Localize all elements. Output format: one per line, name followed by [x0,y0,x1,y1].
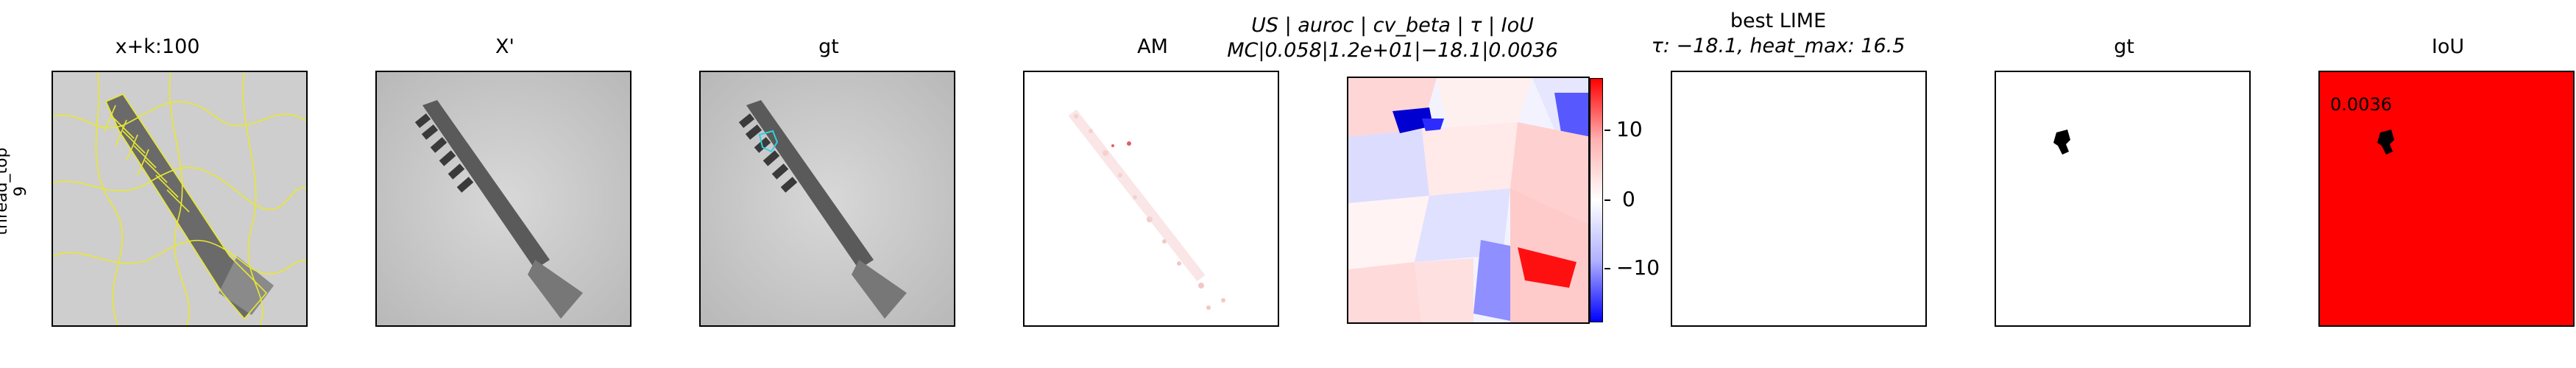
panel-7-title: gt [2114,35,2134,58]
gt-overlay-image [701,72,954,325]
panel-6-title-line1: best LIME [1730,10,1827,32]
panel-superpixels [52,71,308,327]
row-label-line1: thread_top [0,147,11,236]
colorbar-label-0: 0 [1622,187,1635,211]
panel-heatmap [1347,77,1590,324]
colorbar-tick-0 [1604,199,1610,201]
colorbar [1590,78,1603,322]
superpixel-image [53,72,306,325]
panel-anomaly-map [1023,71,1279,327]
panel-5-title-line2: MC|0.058|1.2e+01|−18.1|0.0036 [1227,39,1558,62]
superpixel-contours [53,72,306,325]
iou-mask [2377,130,2394,155]
lime-heatmap [1348,78,1588,322]
colorbar-label-10: 10 [1616,117,1643,141]
anomaly-map [1025,72,1278,325]
panel-iou: 0.0036 [2318,71,2575,327]
iou-value: 0.0036 [2330,94,2392,115]
panel-6-title-line2: τ: −18.1, heat_max: 16.5 [1651,35,1906,57]
panel-gt-mask [1995,71,2251,327]
screw-body [414,100,583,319]
panel-5-title-line1: US | auroc | cv_beta | τ | IoU [1251,14,1534,37]
panel-4-title: AM [1137,35,1168,58]
row-label: thread_top 9 [0,147,52,236]
panel-8-title: IoU [2431,35,2465,58]
row-label-line2: 9 [12,186,30,197]
gt-contour [758,130,779,153]
panel-3-title: gt [818,35,839,58]
panel-best-lime [1671,71,1927,327]
gt-mask [2053,130,2070,155]
colorbar-tick-neg10 [1604,268,1610,269]
panel-2-title: X' [495,35,514,58]
screw-image [377,72,630,325]
colorbar-label-neg10: −10 [1616,255,1660,280]
panel-input-image [375,71,631,327]
panel-gt-overlay [699,71,955,327]
colorbar-tick-10 [1604,130,1610,131]
gt-mask-blob [2053,130,2070,155]
panel-1-title: x+k:100 [115,35,200,58]
